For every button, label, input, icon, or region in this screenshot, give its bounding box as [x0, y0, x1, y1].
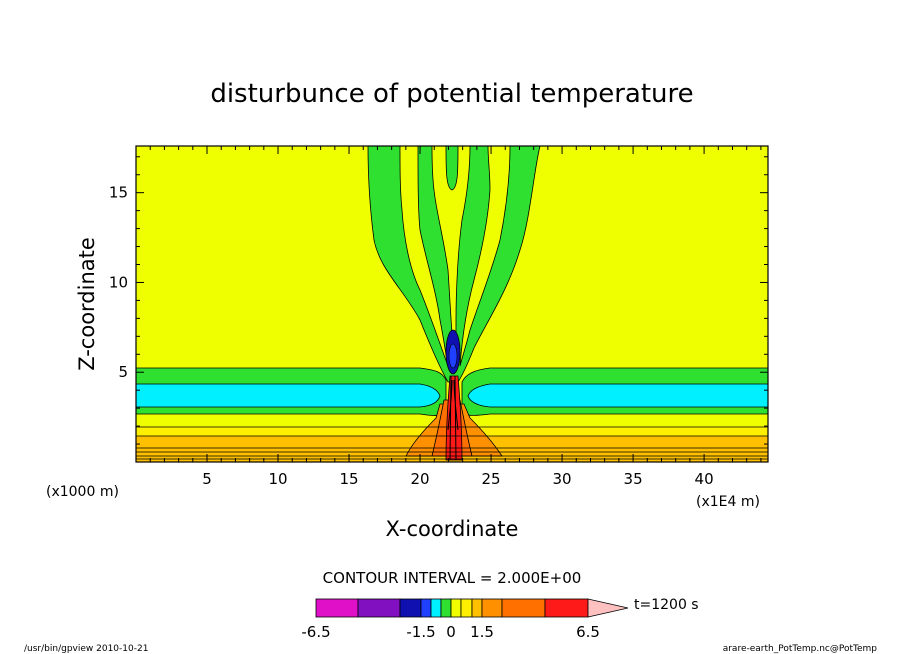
x-tick-label: 25 [482, 470, 501, 488]
contour-interval-label: CONTOUR INTERVAL = 2.000E+00 [323, 569, 582, 587]
colorbar-tick-label: 6.5 [576, 623, 600, 641]
colorbar-segment [501, 598, 546, 618]
colorbar-tick-label: -1.5 [406, 623, 435, 641]
column-blue-inner [448, 343, 458, 369]
column-contours [447, 375, 459, 461]
colorbar-segment [450, 598, 462, 618]
y-unit-label: (x1E4 m) [696, 494, 760, 510]
colorbar-extension-arrow [587, 598, 629, 618]
footer-left: /usr/bin/gpview 2010-10-21 [24, 644, 148, 654]
colorbar-tick-label: -6.5 [301, 623, 330, 641]
x-tick-label: 10 [268, 470, 287, 488]
colorbar-segment [357, 598, 401, 618]
x-tick-label: 35 [624, 470, 643, 488]
y-axis: 5 10 15 [109, 156, 768, 445]
x-axis: 5 10 15 20 25 30 35 40 [149, 146, 762, 488]
bottom-layer-lines [136, 426, 768, 460]
y-tick-label: 5 [118, 363, 128, 381]
band-cyan-right [467, 383, 769, 408]
x-tick-label: 5 [202, 470, 212, 488]
y-tick-label: 10 [109, 273, 128, 291]
plot-frame [135, 145, 769, 463]
colorbar-segment [315, 598, 359, 618]
time-label: t=1200 s [634, 597, 699, 613]
plot-area [135, 145, 769, 463]
colorbar-segment [440, 598, 452, 618]
band-cyan-left [135, 383, 441, 408]
plume-finger-3 [459, 145, 511, 367]
y-axis-label: Z-coordinate [75, 237, 99, 371]
colorbar: -6.5 -1.5 0 1.5 6.5 [301, 598, 629, 641]
x-tick-label: 30 [553, 470, 572, 488]
colorbar-segment [544, 598, 589, 618]
colorbar-segment [430, 598, 442, 618]
colorbar-segment [420, 598, 432, 618]
colorbar-tick-label: 0 [446, 623, 456, 641]
y-tick-label: 15 [109, 184, 128, 202]
colorbar-segment [481, 598, 503, 618]
x-tick-label: 20 [410, 470, 429, 488]
x-tick-label: 15 [339, 470, 358, 488]
x-tick-label: 40 [695, 470, 714, 488]
colorbar-segment [460, 598, 473, 618]
x-axis-label: X-coordinate [386, 517, 519, 541]
chart-title: disturbunce of potential temperature [210, 79, 693, 109]
colorbar-tick-label: 1.5 [470, 623, 494, 641]
footer-right: arare-earth_PotTemp.nc@PotTemp [723, 644, 878, 654]
colorbar-segment [399, 598, 422, 618]
plume-finger-2 [431, 145, 471, 361]
x-unit-label: (x1000 m) [46, 484, 119, 500]
colorbar-segment [471, 598, 483, 618]
